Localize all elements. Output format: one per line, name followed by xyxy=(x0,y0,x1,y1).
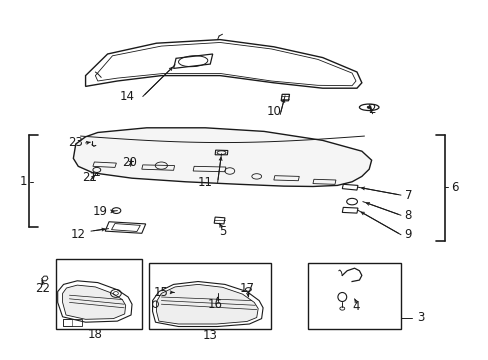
Text: 17: 17 xyxy=(239,282,254,294)
Ellipse shape xyxy=(366,106,370,108)
Text: 1: 1 xyxy=(20,175,27,188)
Text: 8: 8 xyxy=(404,209,411,222)
Text: 5: 5 xyxy=(218,225,226,238)
Text: 4: 4 xyxy=(351,300,359,313)
Text: 22: 22 xyxy=(35,282,50,294)
Text: 9: 9 xyxy=(404,228,411,241)
Bar xyxy=(56,259,142,329)
Text: 13: 13 xyxy=(203,329,217,342)
Bar xyxy=(62,319,72,326)
Text: 11: 11 xyxy=(198,176,212,189)
Text: 23: 23 xyxy=(68,136,83,149)
Text: 19: 19 xyxy=(93,205,107,218)
Bar xyxy=(307,263,400,329)
Text: 2: 2 xyxy=(367,103,375,116)
Polygon shape xyxy=(73,128,371,186)
Text: 21: 21 xyxy=(82,171,97,184)
Text: 10: 10 xyxy=(266,105,281,118)
Text: 20: 20 xyxy=(122,156,137,169)
Bar xyxy=(62,319,82,326)
Bar xyxy=(149,263,271,329)
Text: 18: 18 xyxy=(88,328,102,341)
Text: 15: 15 xyxy=(154,286,168,299)
Text: 16: 16 xyxy=(207,298,222,311)
Text: 7: 7 xyxy=(404,189,411,202)
Text: 6: 6 xyxy=(450,181,458,194)
Text: 14: 14 xyxy=(120,90,134,103)
Polygon shape xyxy=(156,284,258,324)
Text: 12: 12 xyxy=(71,228,85,241)
Polygon shape xyxy=(62,285,125,319)
Text: 3: 3 xyxy=(416,311,424,324)
